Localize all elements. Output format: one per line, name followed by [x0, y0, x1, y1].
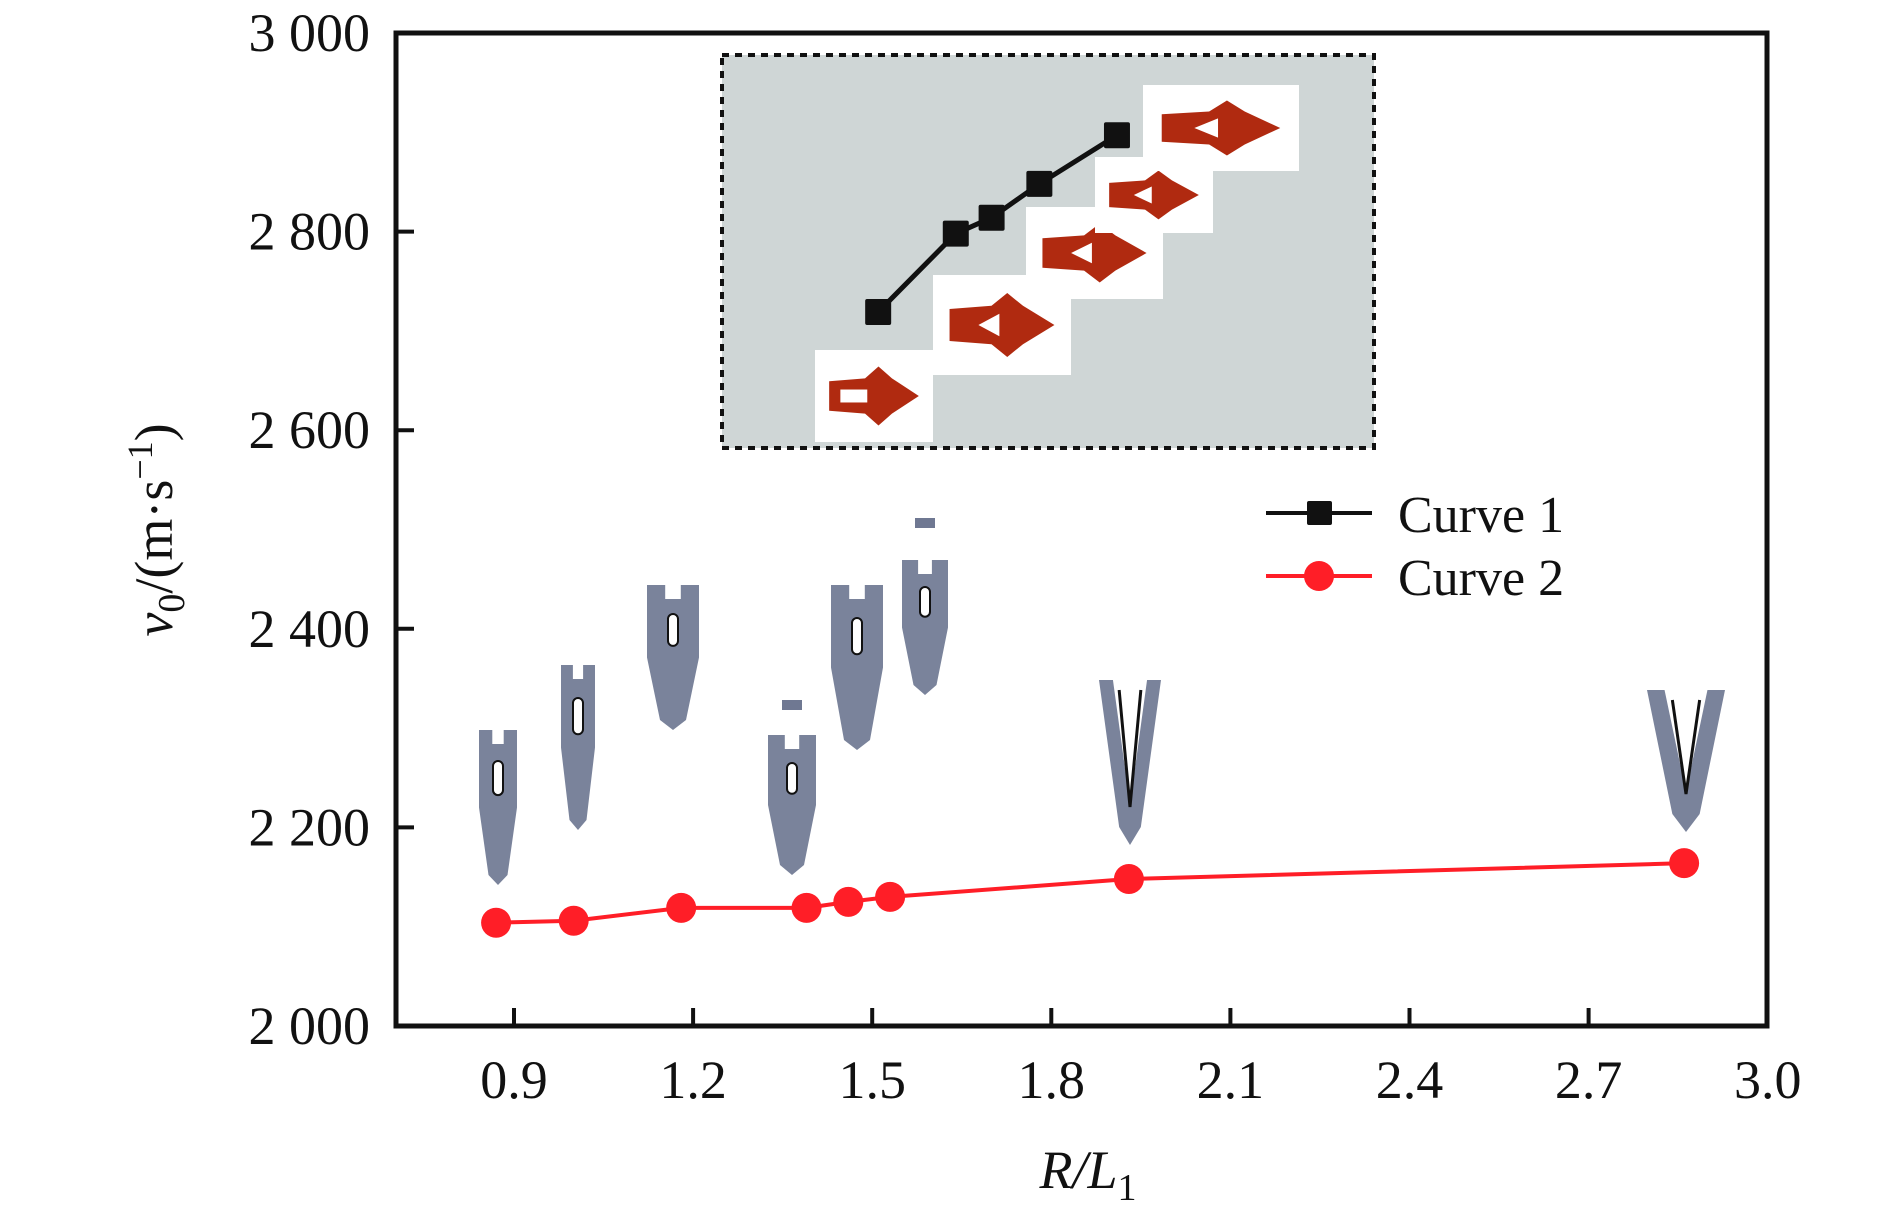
series-line	[496, 861, 1685, 925]
legend-marker-square	[1307, 501, 1332, 525]
x-axis-title-main: R/L	[1038, 1140, 1117, 1200]
y-tick-label: 2 800	[249, 202, 371, 262]
legend-marker-circle	[1304, 561, 1334, 591]
data-point-square	[978, 204, 1005, 231]
series-layer	[481, 122, 1700, 938]
legend-item-curve-2: Curve 2	[1266, 550, 1564, 607]
y-tick-label: 2 000	[249, 996, 371, 1056]
y-axis-ticks: 2 000 2 200 2 400 2 600 2 800 3 000	[249, 3, 414, 1056]
x-tick-label: 1.8	[1018, 1050, 1086, 1110]
specimen-image	[831, 585, 883, 750]
y-axis-title: v0/(m·s−1)	[120, 423, 193, 636]
specimen-image	[768, 700, 816, 875]
y-axis-title-var: v	[124, 613, 184, 637]
data-point-square	[865, 299, 892, 326]
x-tick-label: 2.4	[1376, 1050, 1444, 1110]
specimen-image	[902, 518, 948, 695]
specimen-image	[1647, 690, 1725, 832]
y-tick-label: 3 000	[249, 3, 371, 63]
data-point-square	[1026, 170, 1053, 197]
legend: Curve 1 Curve 2	[1266, 487, 1564, 607]
x-tick-label: 1.5	[838, 1050, 906, 1110]
specimen-image	[1099, 680, 1161, 845]
x-tick-label: 2.7	[1555, 1050, 1623, 1110]
data-point-circle	[1113, 864, 1144, 895]
x-tick-label: 2.1	[1197, 1050, 1265, 1110]
data-point-circle	[791, 892, 822, 923]
x-axis-title-sub: 1	[1118, 1167, 1137, 1209]
y-axis-title-unit-close: )	[124, 423, 184, 441]
y-axis-title-var-sub: 0	[151, 594, 193, 613]
specimen-images	[479, 518, 1725, 885]
legend-label-curve-1: Curve 1	[1398, 487, 1564, 544]
y-tick-label: 2 200	[249, 797, 371, 857]
inset-images	[815, 85, 1299, 442]
x-tick-label: 1.2	[659, 1050, 727, 1110]
legend-item-curve-1: Curve 1	[1266, 487, 1564, 544]
data-point-circle	[666, 892, 697, 923]
x-tick-label: 0.9	[480, 1050, 548, 1110]
x-axis-ticks: 0.9 1.2 1.5 1.8 2.1 2.4 2.7 3.0	[480, 1008, 1801, 1110]
data-point-square	[942, 220, 969, 247]
legend-label-curve-2: Curve 2	[1398, 550, 1564, 607]
inset-penetrator-image	[815, 350, 933, 442]
data-point-circle	[875, 881, 906, 912]
specimen-image	[561, 665, 595, 830]
plot-frame	[393, 30, 1770, 1029]
data-point-circle	[481, 907, 512, 938]
x-axis-title: R/L1	[1038, 1140, 1136, 1209]
inset-penetrator-image	[1143, 85, 1299, 171]
y-axis-title-unit: /(m·s	[124, 480, 184, 594]
data-point-circle	[558, 905, 589, 936]
y-axis-title-unit-sup: −1	[120, 441, 160, 479]
specimen-image	[479, 730, 517, 885]
data-point-circle	[833, 886, 864, 917]
data-point-square	[1103, 122, 1130, 149]
x-tick-label: 3.0	[1734, 1050, 1802, 1110]
series-curve-1	[865, 122, 1130, 326]
data-point-circle	[1669, 848, 1700, 879]
y-tick-label: 2 600	[249, 400, 371, 460]
series-curve-2	[481, 848, 1700, 938]
y-tick-label: 2 400	[249, 599, 371, 659]
specimen-image	[647, 585, 699, 730]
